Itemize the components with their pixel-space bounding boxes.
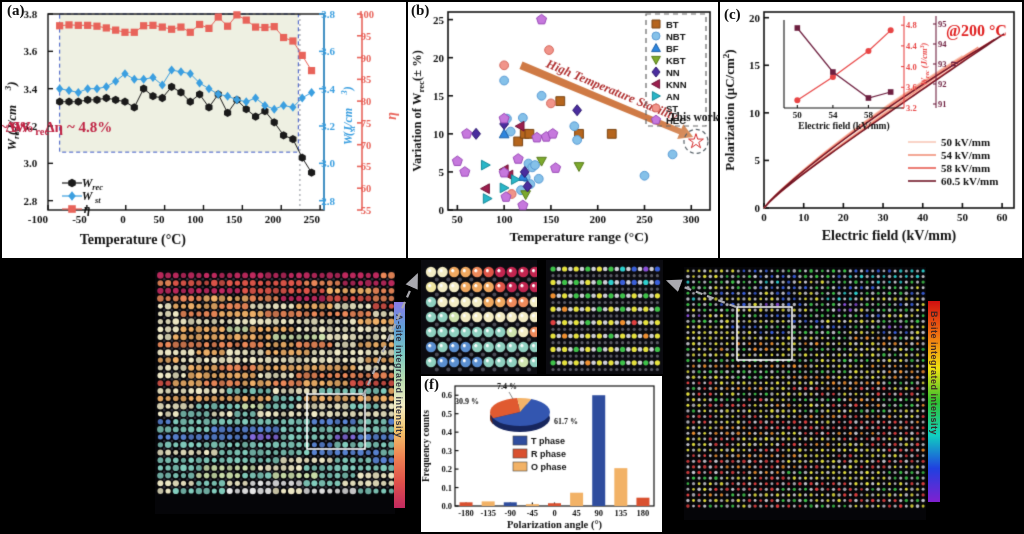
panel-f-chart-canvas [421, 376, 662, 532]
panel-c-label: (c) [724, 7, 741, 23]
b-site-colorbar: B-site integrated intensity [928, 301, 940, 502]
panel-f-polarization-statistics [421, 376, 662, 532]
b-site-zoom-inset [546, 260, 663, 374]
stem-map-a-site-canvas [155, 270, 395, 514]
panel-a-energy-vs-temperature [2, 2, 406, 258]
b-site-colorbar-label: B-site integrated intensity [929, 311, 939, 436]
panel-c-chart-canvas [720, 2, 1022, 258]
panel-f-label: (f) [424, 377, 439, 393]
panel-b-label: (b) [411, 3, 430, 19]
panel-c-polarization-field [720, 2, 1022, 258]
panel-a-label: (a) [7, 3, 25, 19]
stem-map-b-site-canvas [684, 267, 926, 520]
a-site-zoom-inset [421, 260, 537, 374]
a-site-colorbar-label: A-site integrated intensity [394, 314, 404, 439]
a-site-colorbar: A-site integrated intensity [394, 302, 405, 508]
panel-b-chart-canvas [408, 2, 718, 258]
panel-a-chart-canvas [2, 2, 406, 258]
panel-b-literature-comparison [408, 2, 718, 258]
